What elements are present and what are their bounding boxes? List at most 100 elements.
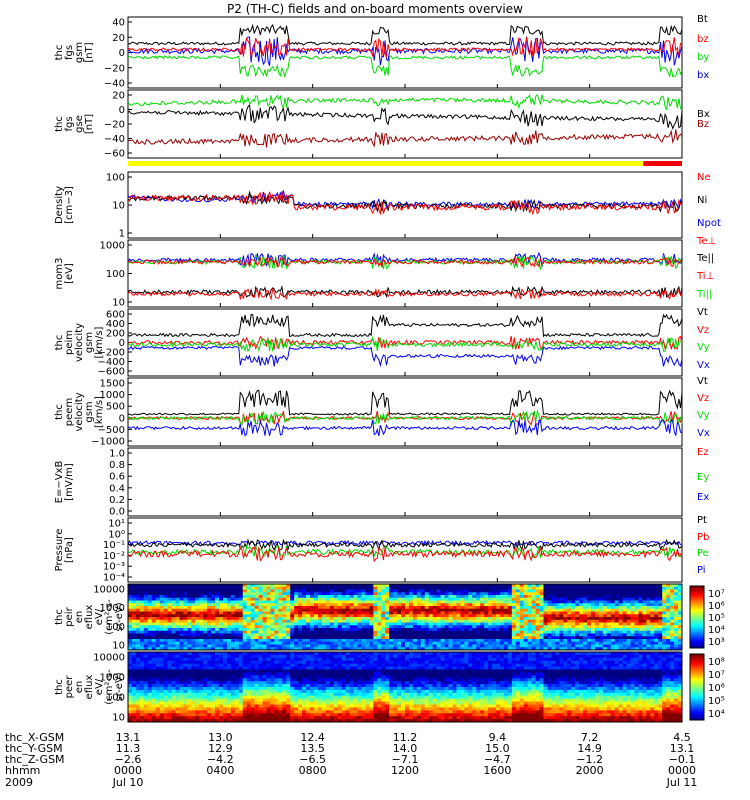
y-tick-label: 100 [106, 173, 125, 184]
legend-Vx: Vx [697, 428, 710, 439]
x-axis-row-label: thc_X-GSM [5, 731, 64, 744]
series-Vt-e [127, 389, 683, 416]
y-axis-label: [km/s] [94, 396, 105, 428]
y-tick-label: 10¹ [108, 519, 125, 530]
y-tick-label: 10 [112, 201, 125, 212]
series-Vy-e [127, 409, 683, 427]
series-Bz [127, 129, 683, 148]
y-axis-label: eflux [84, 605, 95, 630]
y-tick-label: 10000 [93, 585, 125, 596]
x-axis-value: 0400 [206, 764, 234, 777]
y-axis-label: thc [54, 116, 65, 132]
x-axis-value: 14.9 [577, 742, 602, 755]
spectrogram-frame [127, 651, 683, 723]
y-tick-label: 200 [106, 329, 125, 340]
y-tick-label: −1000 [91, 437, 125, 448]
colorbar-tick: 10⁵ [708, 613, 725, 624]
series-Pb [127, 545, 683, 563]
series-Vx-i [127, 345, 683, 368]
x-axis-value: 15.0 [485, 742, 510, 755]
y-tick-label: −60 [104, 149, 125, 160]
y-axis-label: (cm²-s- [104, 599, 115, 635]
y-axis-label: gsm [84, 401, 95, 422]
mode-bar-fast [643, 161, 682, 166]
legend-Vt: Vt [697, 376, 708, 387]
y-tick-label: 0.6 [109, 472, 125, 483]
y-tick-label: 40 [112, 18, 125, 29]
y-axis-label: sr-eV) [114, 672, 125, 701]
y-tick-label: 0 [119, 105, 125, 116]
y-tick-label: 10 [112, 298, 125, 309]
y-tick-label: 10 [112, 641, 125, 652]
x-axis-value: −4.2 [207, 753, 234, 766]
x-axis-value: 9.4 [489, 731, 507, 744]
legend-Pe: Pe [697, 548, 709, 559]
x-axis-value: −1.2 [576, 753, 603, 766]
x-axis-row-label: hhmm [5, 764, 40, 777]
y-tick-label: −40 [104, 79, 125, 90]
y-tick-label: 0.4 [109, 483, 125, 494]
legend-Vz: Vz [697, 325, 709, 336]
colorbar-tick: 10⁷ [708, 589, 725, 600]
x-axis-value: 13.1 [670, 742, 695, 755]
y-axis-label: eV/ [94, 608, 105, 625]
y-tick-label: 0 [119, 338, 125, 349]
y-tick-label: 10 [112, 713, 125, 724]
y-axis-label: [eV] [64, 263, 75, 284]
series-Pe [127, 544, 683, 558]
x-axis-value: 4.5 [673, 731, 691, 744]
x-axis-value: 11.3 [116, 742, 141, 755]
x-axis-value: 13.0 [208, 731, 233, 744]
y-axis-label: peem [64, 398, 75, 426]
y-tick-label: −40 [104, 134, 125, 145]
x-axis-row-label: thc_Y-GSM [5, 742, 63, 755]
series-Ti-perp [127, 256, 683, 269]
y-axis-label: eV/ [94, 678, 105, 695]
y-axis-label: thc [54, 609, 65, 625]
x-axis-value: 13.5 [300, 742, 325, 755]
y-axis-label: peim [64, 330, 75, 355]
y-axis-label: thc [54, 335, 65, 351]
series-Te-par [127, 285, 683, 299]
y-tick-label: 0 [119, 413, 125, 424]
series-bz [127, 37, 683, 59]
y-axis-label: [nPa] [64, 537, 75, 563]
panel-peer_spectrogram: 10000 1000 100 10 thc peer en eflux eV/(cm²-s-sr… [54, 651, 683, 724]
y-axis-label: E=−VxB [54, 461, 65, 504]
y-tick-label: 20 [112, 33, 125, 44]
x-axis-value: 11.2 [393, 731, 418, 744]
series-Te-perp [127, 287, 683, 301]
x-axis-value: 0000 [114, 764, 142, 777]
x-axis-value: −0.1 [669, 753, 696, 766]
panel-frame [127, 447, 683, 517]
colorbar-tick: 10³ [708, 637, 725, 648]
x-axis-value: 7.2 [581, 731, 599, 744]
legend-Ni: Ni [697, 195, 707, 206]
series-Pi [127, 539, 683, 547]
y-tick-label: 10⁻² [103, 551, 125, 562]
legend-Bz: Bz [697, 119, 709, 130]
y-axis-label: [nT] [84, 42, 95, 62]
x-axis-value: 13.1 [116, 731, 141, 744]
y-tick-label: −500 [98, 425, 125, 436]
y-tick-label: 0 [119, 48, 125, 59]
y-tick-label: 1000 [100, 673, 125, 684]
legend-Ez: Ez [697, 447, 709, 458]
series-Npot [127, 190, 683, 211]
x-axis-value: −2.6 [115, 753, 142, 766]
legend-Vy: Vy [697, 410, 710, 421]
y-axis-label: gsm [74, 42, 85, 63]
legend-Vx: Vx [697, 360, 710, 371]
legend-Vy: Vy [697, 342, 710, 353]
y-tick-label: 500 [106, 402, 125, 413]
series-Ne [127, 191, 683, 216]
legend-Bx: Bx [697, 109, 710, 120]
x-axis-value: −6.5 [299, 753, 326, 766]
legend-Ti||: Ti|| [696, 289, 712, 300]
legend-Bt: Bt [697, 14, 708, 25]
x-axis-value: −4.7 [484, 753, 511, 766]
